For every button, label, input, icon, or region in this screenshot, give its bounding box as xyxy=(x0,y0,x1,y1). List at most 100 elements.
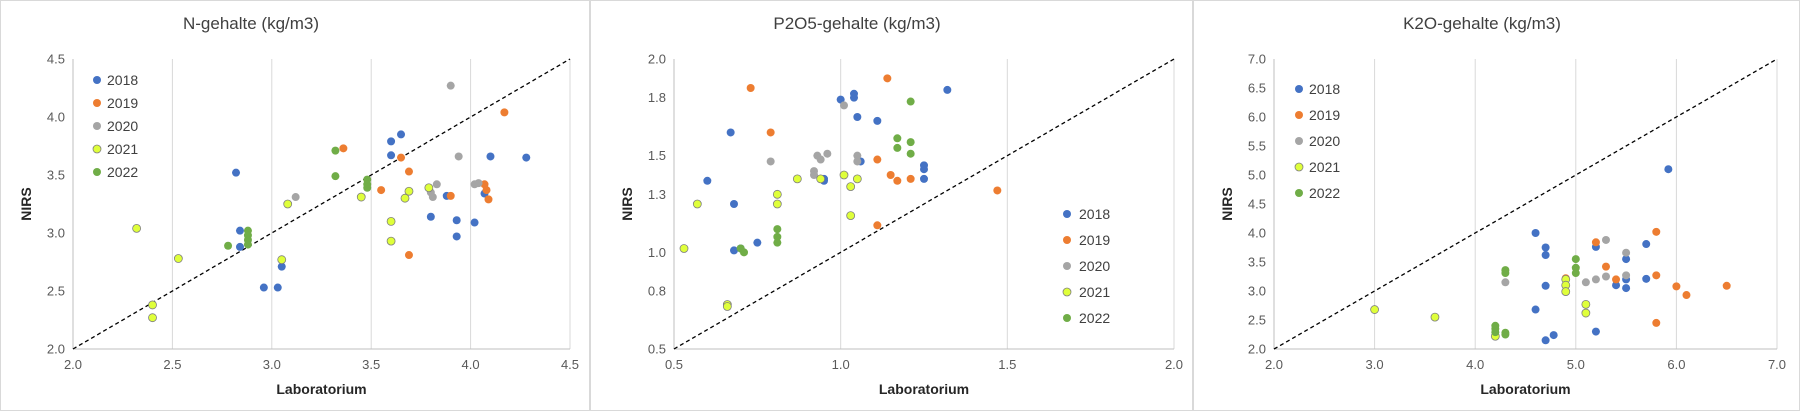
data-point-2021 xyxy=(722,302,732,311)
x-tick-label: 4.5 xyxy=(561,357,579,372)
data-point-2019 xyxy=(482,186,491,195)
y-tick-label: 2.0 xyxy=(648,52,666,67)
diagonal-line xyxy=(673,58,1175,350)
data-point-2019 xyxy=(893,176,902,185)
data-point-2022 xyxy=(906,138,915,147)
legend-marker-2019 xyxy=(1295,111,1303,119)
data-point-2021 xyxy=(148,300,157,310)
data-point-2020 xyxy=(474,179,483,188)
x-axis-label: Laboratorium xyxy=(1480,381,1570,397)
data-point-2019 xyxy=(1722,281,1731,290)
data-point-2021 xyxy=(1561,287,1571,296)
diagonal-line xyxy=(1273,58,1778,350)
y-tick-label: 7.0 xyxy=(1248,52,1266,67)
chart-p2o5-gehalte: P2O5-gehalte (kg/m3) 0.5 1.0 1.5 2.0 0.5 0.8 1.… xyxy=(619,14,1183,397)
data-point-2019 xyxy=(873,155,882,164)
y-axis-label: NIRS xyxy=(18,187,34,220)
data-point-2018 xyxy=(387,151,396,160)
y-axis-label: NIRS xyxy=(1219,187,1235,220)
data-point-2019 xyxy=(397,153,406,162)
data-point-2019 xyxy=(993,186,1002,195)
data-point-2020 xyxy=(766,157,775,166)
data-point-2022 xyxy=(773,238,782,247)
data-point-2022 xyxy=(773,225,782,234)
data-point-2022 xyxy=(893,134,902,143)
data-point-2021 xyxy=(283,199,293,209)
data-point-2018 xyxy=(850,89,858,98)
data-point-2018 xyxy=(753,238,762,247)
data-point-2018 xyxy=(522,153,531,162)
chart-title: P2O5-gehalte (kg/m3) xyxy=(773,14,940,33)
data-point-2018 xyxy=(452,232,461,241)
data-point-2019 xyxy=(446,191,455,200)
legend-marker-2021 xyxy=(92,144,102,154)
x-tick-label: 2.0 xyxy=(64,357,82,372)
data-point-2018 xyxy=(470,218,479,227)
data-point-2022 xyxy=(331,146,340,155)
x-tick-label: 0.5 xyxy=(665,357,683,372)
legend-marker-2019 xyxy=(93,99,101,107)
legend-marker-2018 xyxy=(1063,210,1071,218)
legend-marker-2018 xyxy=(1295,85,1303,93)
data-point-2022 xyxy=(1501,330,1510,339)
data-point-2020 xyxy=(1581,278,1590,287)
x-tick-label: 3.0 xyxy=(1366,357,1384,372)
legend-label-2019: 2019 xyxy=(107,95,138,111)
data-point-2022 xyxy=(1571,269,1580,278)
data-point-2018 xyxy=(426,212,435,221)
data-point-2020 xyxy=(823,149,832,158)
legend-label-2021: 2021 xyxy=(107,141,138,157)
x-tick-label: 1.0 xyxy=(832,357,850,372)
y-tick-label: 6.0 xyxy=(1248,110,1266,125)
data-point-2019 xyxy=(1682,291,1691,300)
data-point-2019 xyxy=(404,167,413,176)
y-tick-label: 4.0 xyxy=(47,110,65,125)
legend-label-2021: 2021 xyxy=(1309,159,1340,175)
data-point-2019 xyxy=(766,128,775,137)
data-point-2020 xyxy=(446,81,455,90)
y-tick-label: 4.0 xyxy=(1248,226,1266,241)
y-tick-label: 2.0 xyxy=(47,342,65,357)
data-point-2019 xyxy=(1652,318,1661,327)
data-point-2018 xyxy=(235,226,244,235)
chart-panel-p2o5: P2O5-gehalte (kg/m3) 0.5 1.0 1.5 2.0 0.5 0.8 1.… xyxy=(590,0,1193,411)
data-point-2018 xyxy=(1642,274,1651,283)
y-tick-label: 3.5 xyxy=(1248,255,1266,270)
chart-k2o-gehalte: K2O-gehalte (kg/m3) 2.0 3.0 4.0 5.0 6.0 7.0 2.0… xyxy=(1219,14,1786,397)
data-point-2021 xyxy=(792,174,802,184)
data-point-2018 xyxy=(1541,336,1550,345)
legend-marker-2022 xyxy=(1063,314,1071,322)
data-point-2021 xyxy=(148,313,157,323)
legend-marker-2021 xyxy=(1294,162,1304,172)
data-point-2019 xyxy=(404,251,413,260)
y-tick-label: 2.0 xyxy=(1248,342,1266,357)
data-point-2022 xyxy=(906,149,915,158)
data-point-2019 xyxy=(484,195,493,204)
data-point-2020 xyxy=(840,101,848,110)
legend-marker-2020 xyxy=(1295,137,1303,145)
data-point-2020 xyxy=(810,171,818,179)
y-tick-label: 5.0 xyxy=(1248,168,1266,183)
x-tick-label: 5.0 xyxy=(1567,357,1585,372)
data-point-2019 xyxy=(873,221,882,230)
legend-marker-2019 xyxy=(1063,236,1071,244)
data-point-2020 xyxy=(1622,248,1631,257)
data-point-2018 xyxy=(726,128,735,137)
y-tick-label: 1.0 xyxy=(648,245,666,260)
data-point-2018 xyxy=(836,95,845,104)
x-tick-label: 1.5 xyxy=(998,357,1016,372)
data-point-2021 xyxy=(839,170,849,180)
y-tick-label: 1.8 xyxy=(648,90,666,105)
legend-label-2020: 2020 xyxy=(1079,258,1110,274)
legend-label-2022: 2022 xyxy=(1309,185,1340,201)
data-point-2018 xyxy=(1612,281,1621,290)
data-point-2022 xyxy=(363,183,372,192)
data-point-2022 xyxy=(1491,328,1500,337)
x-axis-label: Laboratorium xyxy=(879,381,969,397)
data-point-2018 xyxy=(232,168,241,177)
data-point-2021 xyxy=(356,192,366,202)
y-tick-label: 3.5 xyxy=(47,168,65,183)
data-point-2021 xyxy=(1581,299,1591,309)
data-point-2019 xyxy=(1652,227,1661,236)
data-point-2018 xyxy=(273,283,282,292)
